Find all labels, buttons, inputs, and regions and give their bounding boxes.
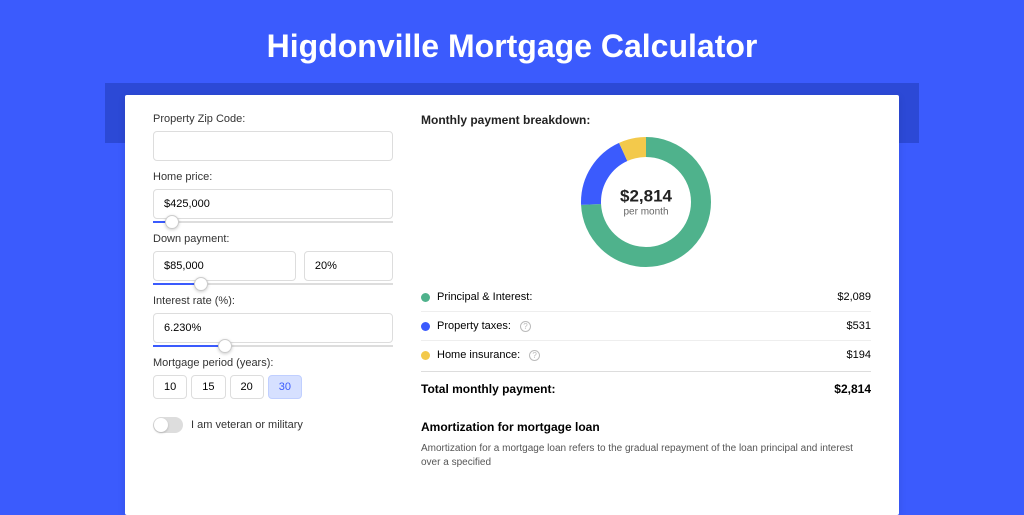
toggle-knob xyxy=(154,418,168,432)
info-icon[interactable]: ? xyxy=(520,321,531,332)
donut-center-value: $2,814 xyxy=(620,187,672,207)
breakdown-row: Property taxes:? $531 xyxy=(421,312,871,341)
breakdown-rows: Principal & Interest: $2,089 Property taxe… xyxy=(421,283,871,369)
down-payment-pct-input[interactable] xyxy=(304,251,393,281)
home-price-input[interactable] xyxy=(153,189,393,219)
down-payment-label: Down payment: xyxy=(153,233,393,245)
page-title: Higdonville Mortgage Calculator xyxy=(0,0,1024,83)
total-label: Total monthly payment: xyxy=(421,382,555,396)
mortgage-period-label: Mortgage period (years): xyxy=(153,357,393,369)
donut-chart: $2,814 per month xyxy=(581,137,711,267)
breakdown-row: Home insurance:? $194 xyxy=(421,341,871,369)
down-payment-amount-input[interactable] xyxy=(153,251,296,281)
veteran-label: I am veteran or military xyxy=(191,419,303,431)
zip-input[interactable] xyxy=(153,131,393,161)
down-payment-slider[interactable] xyxy=(153,283,393,285)
period-button-20[interactable]: 20 xyxy=(230,375,264,399)
breakdown-value: $2,089 xyxy=(837,291,871,303)
breakdown-value: $531 xyxy=(847,320,871,332)
donut-chart-wrap: $2,814 per month xyxy=(421,137,871,267)
period-button-15[interactable]: 15 xyxy=(191,375,225,399)
breakdown-dot xyxy=(421,351,430,360)
amortization-text: Amortization for a mortgage loan refers … xyxy=(421,442,871,470)
veteran-toggle[interactable] xyxy=(153,417,183,433)
zip-label: Property Zip Code: xyxy=(153,113,393,125)
page-background: Higdonville Mortgage Calculator Property… xyxy=(0,0,1024,512)
interest-rate-input[interactable] xyxy=(153,313,393,343)
breakdown-label: Principal & Interest: xyxy=(437,291,532,303)
home-price-slider[interactable] xyxy=(153,221,393,223)
breakdown-label: Home insurance: xyxy=(437,349,520,361)
period-button-30[interactable]: 30 xyxy=(268,375,302,399)
breakdown-panel: Monthly payment breakdown: $2,814 per mo… xyxy=(421,113,871,497)
info-icon[interactable]: ? xyxy=(529,350,540,361)
home-price-label: Home price: xyxy=(153,171,393,183)
total-value: $2,814 xyxy=(834,382,871,396)
form-panel: Property Zip Code: Home price: Down paym… xyxy=(153,113,393,497)
breakdown-row: Principal & Interest: $2,089 xyxy=(421,283,871,312)
donut-center-sub: per month xyxy=(620,207,672,218)
breakdown-title: Monthly payment breakdown: xyxy=(421,113,871,127)
amortization-title: Amortization for mortgage loan xyxy=(421,420,871,434)
breakdown-value: $194 xyxy=(847,349,871,361)
interest-rate-slider[interactable] xyxy=(153,345,393,347)
interest-rate-label: Interest rate (%): xyxy=(153,295,393,307)
breakdown-dot xyxy=(421,322,430,331)
breakdown-label: Property taxes: xyxy=(437,320,511,332)
mortgage-period-group: 10152030 xyxy=(153,375,393,399)
period-button-10[interactable]: 10 xyxy=(153,375,187,399)
calculator-card: Property Zip Code: Home price: Down paym… xyxy=(125,95,899,515)
breakdown-dot xyxy=(421,293,430,302)
